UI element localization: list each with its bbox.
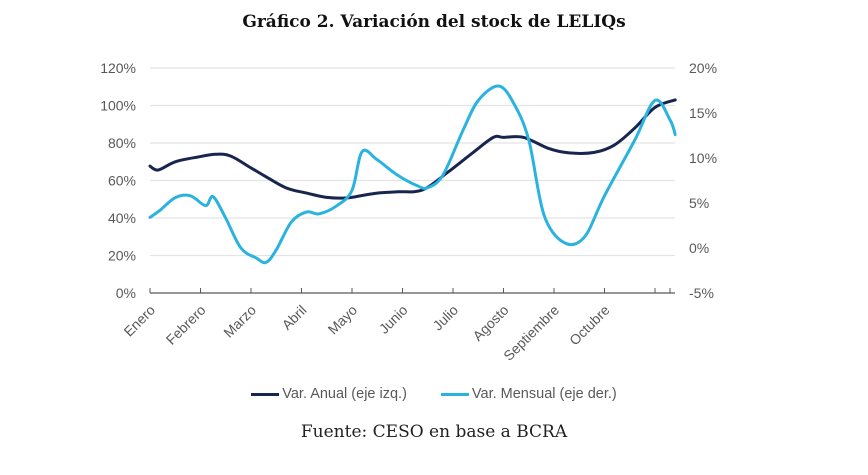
right-tick-label: -5% [689,285,714,301]
legend-swatch-anual [251,392,280,396]
series-lines [148,84,677,265]
x-tick-label: Septiembre [500,302,562,364]
right-tick-label: 20% [689,60,717,76]
x-tick-label: Marzo [220,302,259,341]
left-tick-label: 60% [108,173,136,189]
right-tick-label: 10% [689,150,717,166]
x-tick-label: Mayo [325,302,361,338]
x-axis: Enero Febrero Marzo Abril Mayo Junio Julio Agos… [120,288,675,364]
x-tick-label: Enero [120,302,158,340]
source-note: Fuente: CESO en base a BCRA [300,422,568,442]
gridlines [150,67,675,257]
legend-label-anual: Var. Anual (eje izq.) [282,386,407,402]
left-tick-label: 0% [116,285,136,301]
left-axis-ticks: 0% 20% 40% 60% 80% 100% 120% [100,60,136,301]
x-tick-label: Agosto [469,302,511,344]
right-tick-label: 0% [689,240,709,256]
right-axis-ticks: -5% 0% 5% 10% 15% 20% [689,60,717,301]
chart-title: Gráfico 2. Variación del stock de LELIQs [242,12,626,32]
right-tick-label: 5% [689,195,709,211]
line-chart: 0%20%40%60%80%100%120% -5%0%5%10%15%20% … [100,60,717,364]
left-tick-label: 40% [108,210,136,226]
left-tick-label: 20% [108,248,136,264]
x-tick-label: Octubre [566,302,613,349]
x-tick-label: Abril [278,302,309,333]
legend-label-mensual: Var. Mensual (eje der.) [471,386,617,402]
left-tick-label: 80% [108,135,136,151]
legend-item-anual: Var. Anual (eje izq.) [251,386,407,402]
left-tick-label: 100% [100,98,136,114]
left-tick-label: 120% [100,60,136,76]
x-tick-label: Junio [376,302,411,337]
right-tick-label: 15% [689,105,717,121]
x-tick-label: Febrero [163,302,209,348]
legend: Var. Anual (eje izq.) Var. Mensual (eje … [0,386,868,402]
legend-swatch-mensual [440,392,469,396]
series-line-var-anual [148,98,677,200]
series-line-var-mensual [148,84,677,265]
legend-item-mensual: Var. Mensual (eje der.) [440,386,617,402]
x-tick-label: Julio [429,302,461,334]
